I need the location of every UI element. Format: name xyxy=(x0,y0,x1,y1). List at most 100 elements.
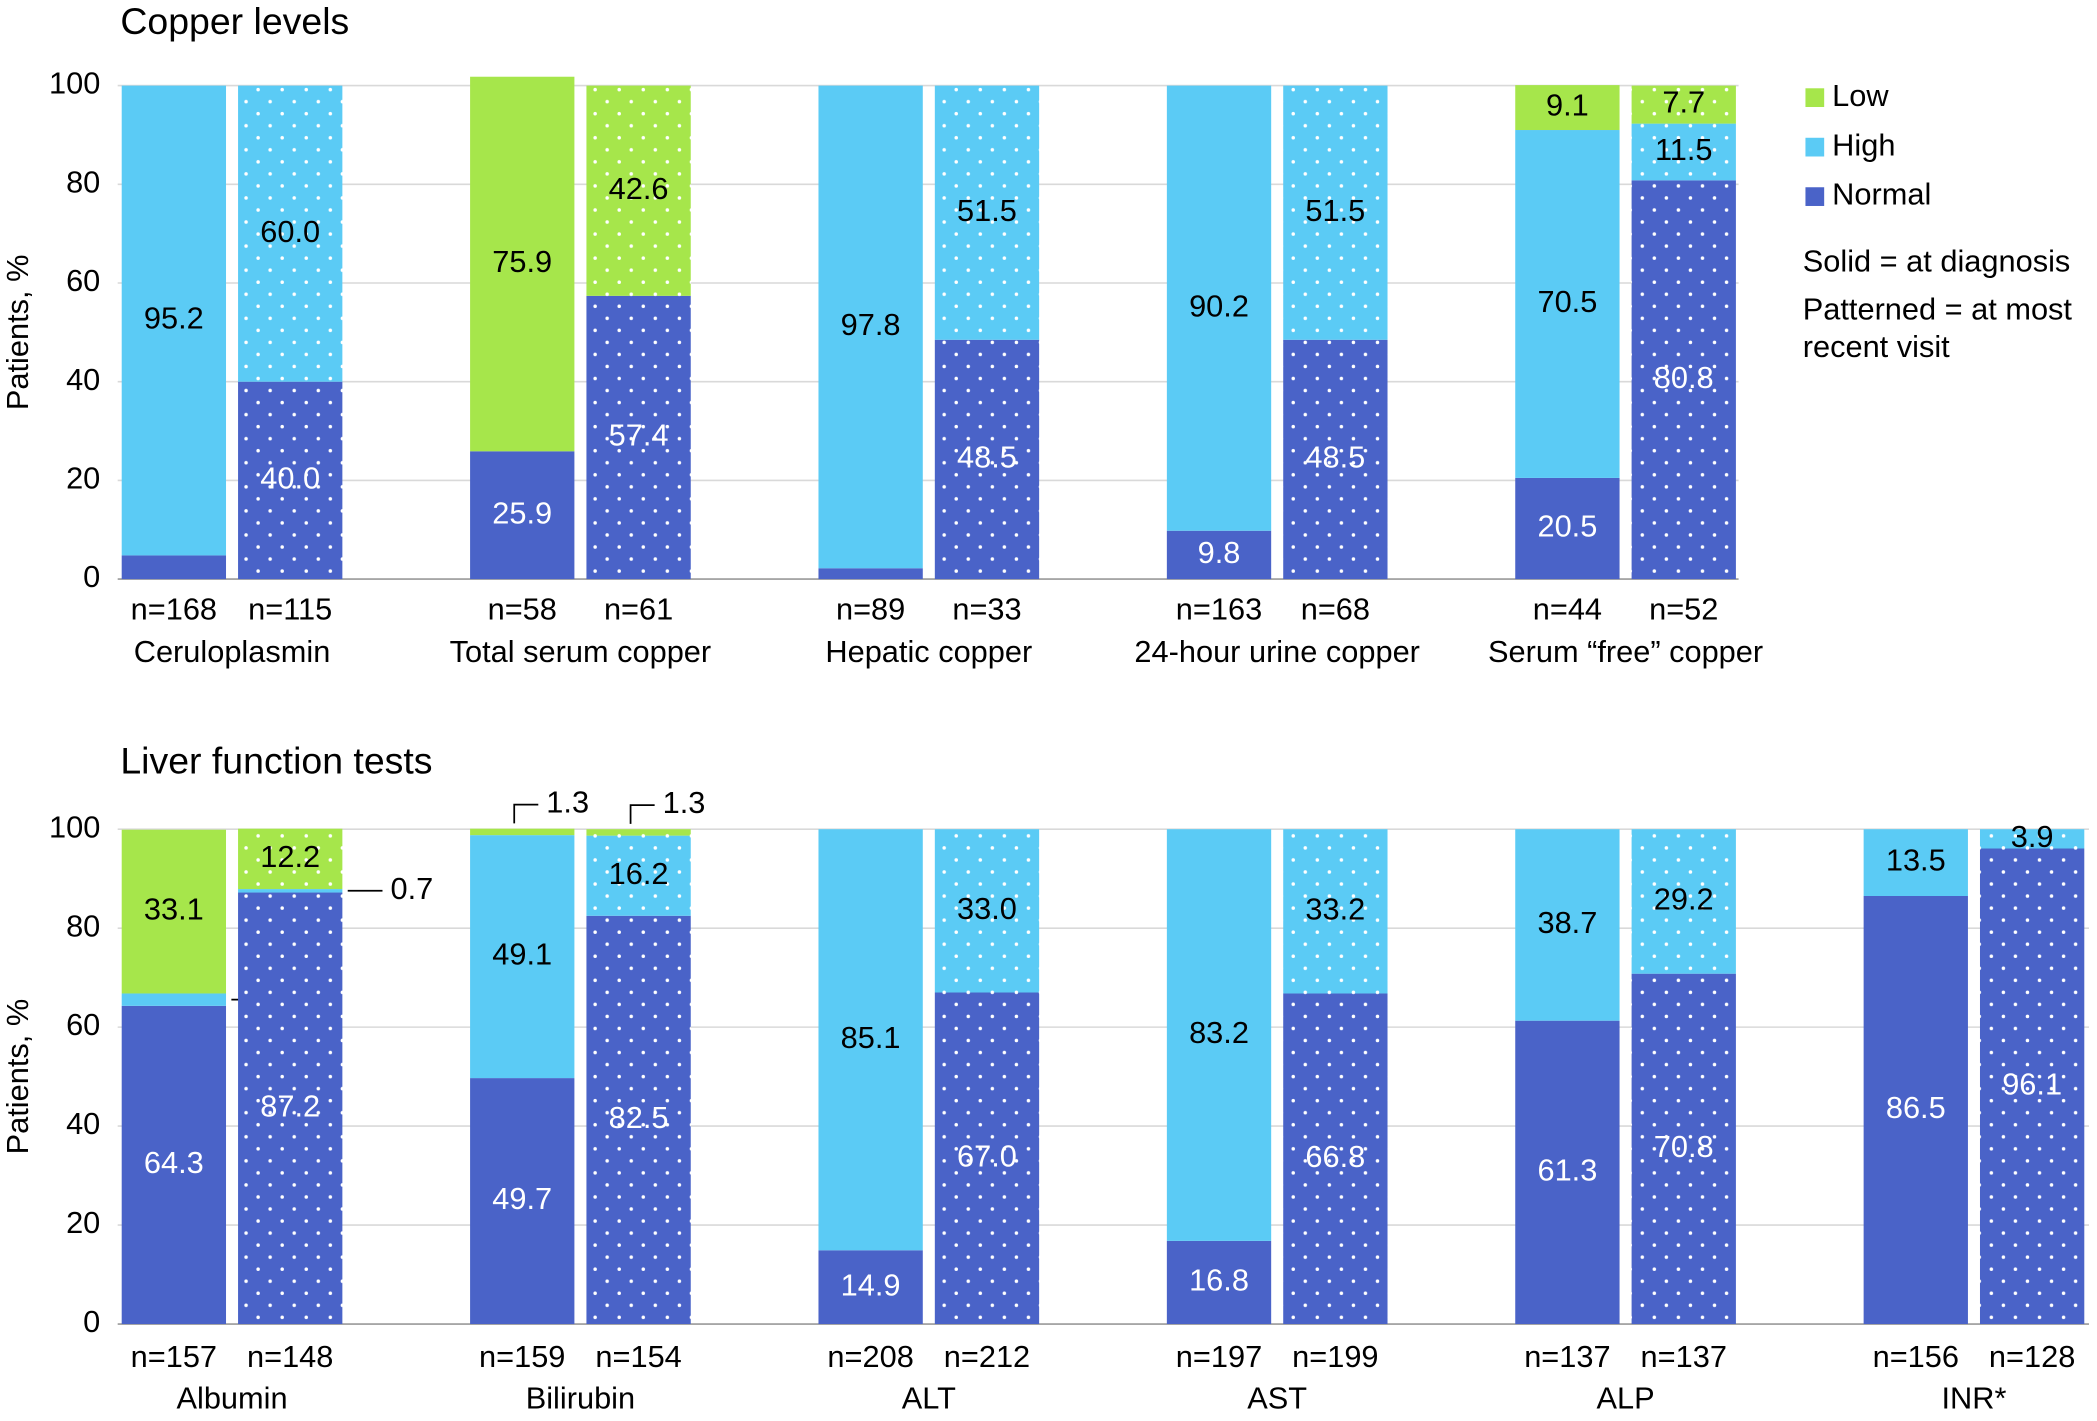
bar-n-label: n=137 xyxy=(1524,1339,1610,1374)
bar-segment xyxy=(1515,1020,1620,1325)
bar-segment xyxy=(238,85,343,382)
bar-n-label: n=159 xyxy=(479,1339,565,1374)
bar-n-label: n=154 xyxy=(595,1339,681,1374)
label-leader xyxy=(629,804,655,824)
bar-n-label: n=61 xyxy=(604,591,673,626)
bar-segment xyxy=(586,835,691,916)
y-tick-label: 60 xyxy=(66,1007,100,1042)
legend-swatch xyxy=(1805,187,1825,206)
bar-segment xyxy=(1283,339,1388,580)
bar-segment xyxy=(818,1250,923,1325)
value-label: 14.9 xyxy=(841,1267,901,1302)
value-label: 16.2 xyxy=(609,856,669,891)
chart-title: Liver function tests xyxy=(120,740,432,782)
bar-segment xyxy=(121,85,227,556)
value-label: 33.0 xyxy=(957,891,1017,926)
bar-segment xyxy=(238,828,343,890)
value-label: 13.5 xyxy=(1886,843,1946,878)
y-tick-label: 40 xyxy=(66,1106,100,1141)
legend-label: Normal xyxy=(1832,177,1931,212)
bar-segment xyxy=(1166,1240,1272,1325)
bar-segment xyxy=(586,295,691,580)
bar-segment xyxy=(470,835,575,1079)
value-label: 16.8 xyxy=(1189,1263,1249,1298)
bar-n-label: n=68 xyxy=(1301,591,1370,626)
bar-n-label: n=197 xyxy=(1176,1339,1262,1374)
bar-n-label: n=89 xyxy=(836,591,905,626)
bar-segment xyxy=(470,1078,575,1325)
value-label: 95.2 xyxy=(144,301,204,336)
value-label: 0.7 xyxy=(391,871,434,906)
value-label: 33.1 xyxy=(144,892,204,927)
bar-segment xyxy=(818,829,923,1251)
bar-segment xyxy=(1631,123,1736,181)
y-tick-label: 80 xyxy=(66,908,100,943)
bar-segment xyxy=(934,992,1040,1325)
legend-note: Solid = at diagnosis xyxy=(1803,244,2071,279)
bar-n-label: n=157 xyxy=(131,1339,217,1374)
bar-segment xyxy=(586,915,691,1325)
legend-swatch xyxy=(1805,88,1825,108)
value-label: 57.4 xyxy=(609,418,669,453)
y-tick-label: 100 xyxy=(49,66,100,101)
bar-segment xyxy=(470,76,575,452)
bar-n-label: n=148 xyxy=(247,1339,333,1374)
value-label: 29.2 xyxy=(1654,882,1714,917)
label-leader xyxy=(513,803,539,824)
bar-n-label: n=208 xyxy=(827,1339,913,1374)
value-label: 66.8 xyxy=(1305,1139,1365,1174)
value-label: 9.1 xyxy=(1546,88,1589,123)
bar-segment xyxy=(1283,993,1388,1325)
bar-segment xyxy=(238,381,343,580)
value-label: 11.5 xyxy=(1655,132,1713,167)
y-tick-label: 40 xyxy=(66,362,100,397)
value-label: 51.5 xyxy=(1305,193,1365,228)
y-tick-label: 60 xyxy=(66,263,100,298)
group-label: Serum “free” copper xyxy=(1488,634,1763,669)
bar-segment xyxy=(121,1005,227,1325)
y-tick-label: 20 xyxy=(66,1205,100,1240)
bar-n-label: n=33 xyxy=(952,591,1021,626)
bar-segment xyxy=(1515,477,1620,580)
value-label: 90.2 xyxy=(1189,288,1249,323)
legend-note: recent visit xyxy=(1803,329,1950,364)
value-label: 9.8 xyxy=(1198,535,1241,570)
group-label: Hepatic copper xyxy=(825,634,1032,669)
bar-segment xyxy=(818,85,923,569)
bar-segment xyxy=(1979,848,2085,1325)
bar-segment xyxy=(470,451,575,580)
bar-segment xyxy=(1631,180,1736,580)
value-label: 83.2 xyxy=(1189,1015,1249,1050)
legend-note: Patterned = at most xyxy=(1803,292,2073,327)
value-label: 51.5 xyxy=(957,193,1017,228)
bar-segment xyxy=(586,85,691,296)
value-label: 60.0 xyxy=(260,214,320,249)
bar-segment xyxy=(934,339,1040,580)
group-label: Ceruloplasmin xyxy=(134,634,331,669)
bar-segment xyxy=(1166,85,1272,531)
group-label: ALP xyxy=(1597,1380,1655,1415)
value-label: 75.9 xyxy=(492,244,552,279)
bar-segment xyxy=(1515,85,1620,131)
value-label: 49.1 xyxy=(492,937,552,972)
bar-segment xyxy=(934,829,1040,993)
bar-n-label: n=199 xyxy=(1292,1339,1378,1374)
value-label: 64.3 xyxy=(144,1145,204,1180)
value-label: 67.0 xyxy=(957,1138,1017,1173)
bar-segment xyxy=(470,828,575,836)
bar-segment xyxy=(1631,85,1736,124)
bar-segment xyxy=(1166,829,1272,1241)
y-tick-label: 100 xyxy=(49,809,100,844)
bar-n-label: n=156 xyxy=(1873,1339,1959,1374)
legend-swatch xyxy=(1805,137,1825,157)
y-axis-label: Patients, % xyxy=(0,255,35,411)
value-label: 38.7 xyxy=(1537,905,1597,940)
bar-n-label: n=168 xyxy=(131,591,217,626)
bar-segment xyxy=(121,993,227,1006)
bar-segment xyxy=(1631,973,1736,1325)
bar-segment xyxy=(1166,530,1272,580)
bar-n-label: n=115 xyxy=(248,591,332,626)
value-label: 1.3 xyxy=(663,785,706,820)
group-label: Bilirubin xyxy=(526,1380,635,1415)
bar-n-label: n=212 xyxy=(944,1339,1030,1374)
